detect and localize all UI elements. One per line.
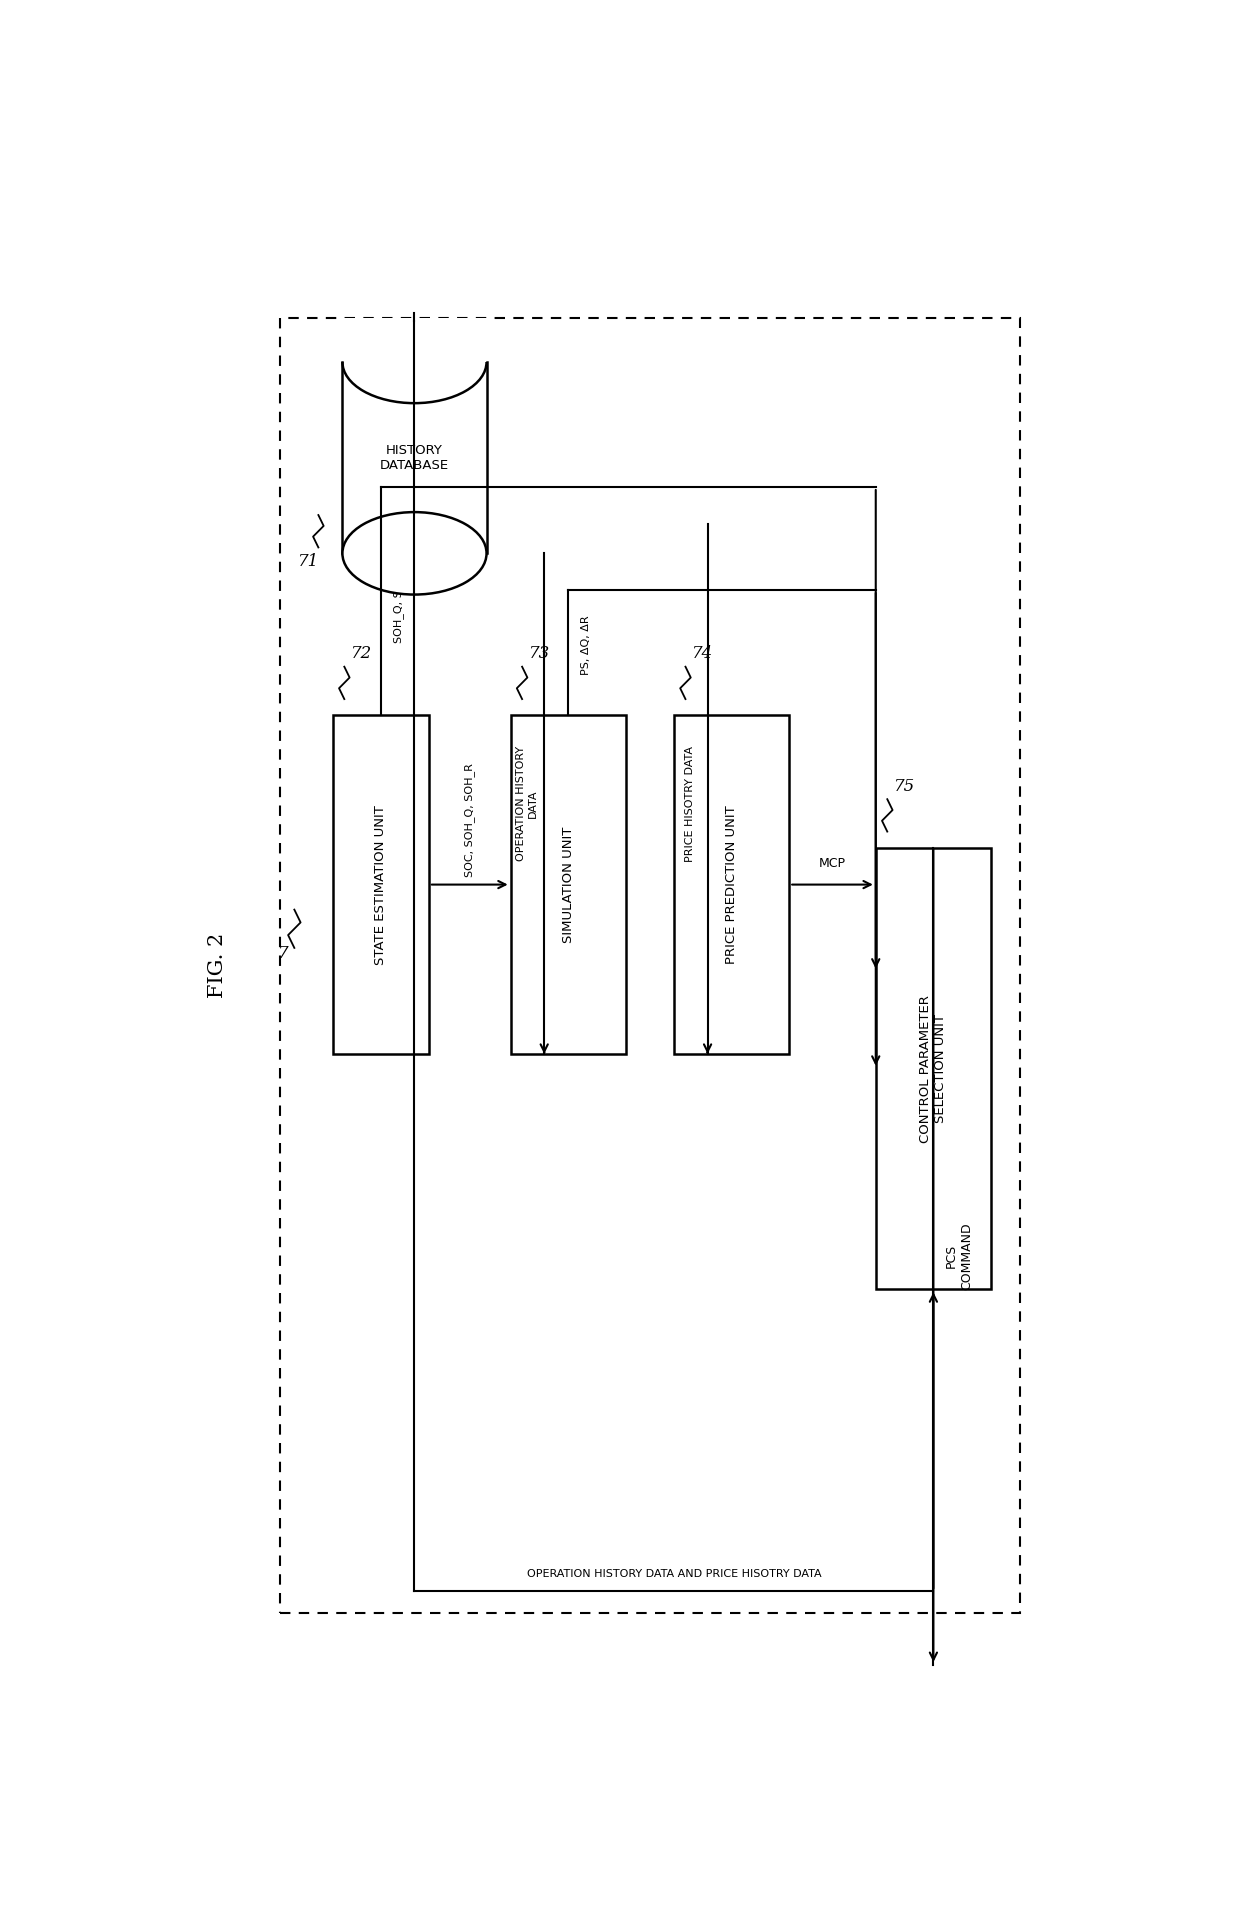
Text: 71: 71 <box>298 553 320 570</box>
Text: 75: 75 <box>894 778 915 795</box>
Text: PS, ΔQ, ΔR: PS, ΔQ, ΔR <box>580 616 590 675</box>
FancyBboxPatch shape <box>875 847 991 1289</box>
Text: SOC, SOH_Q, SOH_R: SOC, SOH_Q, SOH_R <box>464 763 475 878</box>
FancyBboxPatch shape <box>675 715 789 1054</box>
Text: STATE ESTIMATION UNIT: STATE ESTIMATION UNIT <box>374 805 387 964</box>
Text: OPERATION HISTORY DATA AND PRICE HISOTRY DATA: OPERATION HISTORY DATA AND PRICE HISOTRY… <box>527 1570 821 1579</box>
FancyBboxPatch shape <box>511 715 626 1054</box>
Text: 74: 74 <box>692 644 713 662</box>
Ellipse shape <box>342 321 486 403</box>
Text: PRICE PREDICTION UNIT: PRICE PREDICTION UNIT <box>725 805 738 964</box>
Text: 73: 73 <box>528 644 551 662</box>
Text: 7: 7 <box>278 945 288 962</box>
FancyBboxPatch shape <box>341 317 489 361</box>
Text: PCS
COMMAND: PCS COMMAND <box>945 1222 973 1291</box>
Text: CONTROL PARAMETER
SELECTION UNIT: CONTROL PARAMETER SELECTION UNIT <box>919 994 947 1143</box>
Text: SIMULATION UNIT: SIMULATION UNIT <box>562 826 574 943</box>
Text: MCP: MCP <box>818 857 846 870</box>
FancyBboxPatch shape <box>332 715 429 1054</box>
Text: 72: 72 <box>351 644 372 662</box>
Ellipse shape <box>342 512 486 595</box>
Text: OPERATION HISTORY
DATA: OPERATION HISTORY DATA <box>516 746 538 860</box>
Text: SOH_Q, SOH_R: SOH_Q, SOH_R <box>393 560 404 642</box>
Text: PRICE HISOTRY DATA: PRICE HISOTRY DATA <box>686 746 696 862</box>
Text: FIG. 2: FIG. 2 <box>208 933 227 998</box>
Text: HISTORY
DATABASE: HISTORY DATABASE <box>379 444 449 472</box>
